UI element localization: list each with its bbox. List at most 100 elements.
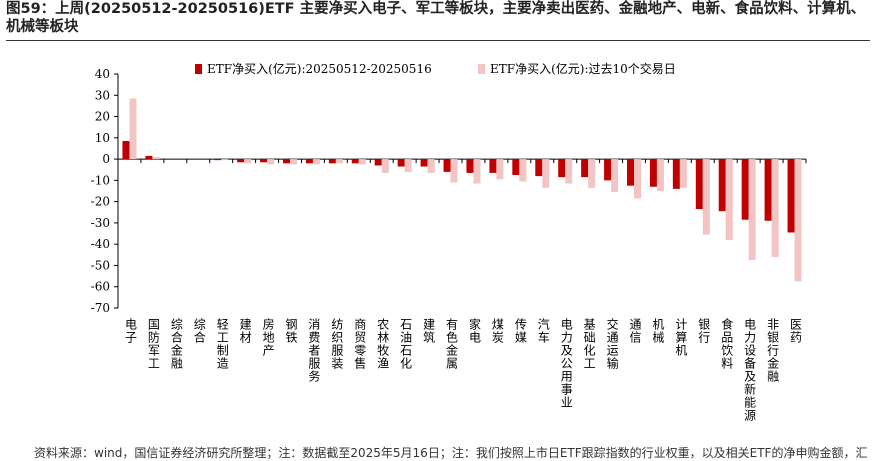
bar bbox=[374, 159, 382, 166]
bar bbox=[748, 159, 756, 261]
y-tick-label: -20 bbox=[91, 195, 110, 209]
bar bbox=[787, 159, 795, 233]
bar bbox=[672, 159, 680, 189]
bar bbox=[764, 159, 772, 221]
y-tick-label: 20 bbox=[95, 110, 110, 124]
x-tick-label: 家电 bbox=[467, 317, 481, 344]
x-tick-label: 非银行金融 bbox=[766, 318, 780, 383]
bar bbox=[702, 159, 710, 235]
bar bbox=[312, 159, 320, 165]
bar bbox=[397, 159, 405, 167]
x-tick-label: 钢铁 bbox=[284, 318, 298, 344]
y-tick-label: -30 bbox=[91, 216, 110, 230]
x-tick-label: 电力设备及新能源 bbox=[743, 318, 757, 422]
bar bbox=[725, 159, 733, 240]
x-tick-label: 机械 bbox=[651, 318, 665, 344]
bar bbox=[381, 159, 389, 173]
bar bbox=[260, 159, 268, 163]
legend-swatch bbox=[195, 64, 202, 74]
bar bbox=[122, 141, 130, 160]
bar bbox=[489, 159, 497, 173]
bar bbox=[558, 159, 566, 178]
x-tick-label: 有色金属 bbox=[445, 318, 459, 370]
x-tick-label: 建筑 bbox=[422, 318, 436, 344]
bar bbox=[237, 159, 245, 163]
bar bbox=[604, 159, 612, 181]
bar bbox=[565, 159, 573, 184]
y-tick-label: 40 bbox=[95, 67, 110, 81]
bar bbox=[145, 155, 153, 160]
y-tick-label: -70 bbox=[91, 301, 110, 315]
bar bbox=[588, 159, 596, 188]
y-tick-label: 10 bbox=[95, 131, 110, 145]
bar bbox=[679, 159, 687, 188]
legend-swatch bbox=[478, 64, 485, 74]
legend-label: ETF净买入(亿元):20250512-20250516 bbox=[207, 61, 432, 76]
source-note: 资料来源：wind，国信证券经济研究所整理；注：数据截至2025年5月16日；注… bbox=[34, 446, 868, 460]
bar bbox=[473, 159, 481, 184]
bar bbox=[420, 159, 428, 167]
x-tick-label: 基础化工 bbox=[582, 318, 596, 370]
bar bbox=[358, 159, 366, 165]
y-tick-label: 0 bbox=[102, 152, 110, 166]
x-tick-label: 传媒 bbox=[513, 317, 527, 344]
x-tick-label: 综合 bbox=[192, 318, 206, 344]
x-tick-label: 房地产 bbox=[261, 317, 275, 357]
bar bbox=[283, 159, 290, 164]
bar bbox=[335, 159, 343, 164]
x-tick-label: 石油石化 bbox=[399, 318, 413, 370]
x-tick-label: 电力及公用事业 bbox=[559, 318, 573, 409]
x-tick-label: 煤炭 bbox=[490, 318, 504, 344]
bar bbox=[427, 159, 435, 173]
bar bbox=[267, 159, 275, 165]
y-tick-label: 30 bbox=[95, 88, 110, 102]
x-tick-label: 商贸零售 bbox=[353, 317, 367, 370]
bar bbox=[496, 159, 504, 180]
bar bbox=[771, 159, 779, 257]
x-tick-label: 计算机 bbox=[674, 318, 688, 357]
bar bbox=[450, 159, 458, 183]
bar bbox=[129, 98, 137, 160]
bar bbox=[519, 159, 527, 182]
bar bbox=[512, 159, 520, 176]
bar bbox=[794, 159, 802, 282]
chart-title: 图59：上周(20250512-20250516)ETF 主要净买入电子、军工等… bbox=[6, 1, 866, 35]
bar bbox=[581, 159, 589, 178]
bar bbox=[695, 159, 703, 210]
y-tick-label: -40 bbox=[91, 237, 110, 251]
x-tick-label: 轻工制造 bbox=[215, 318, 229, 370]
x-tick-label: 交通运输 bbox=[605, 317, 619, 370]
bar bbox=[627, 159, 634, 186]
x-tick-label: 农林牧渔 bbox=[376, 318, 390, 370]
title-rule bbox=[6, 40, 870, 41]
x-tick-label: 医药 bbox=[789, 318, 803, 344]
x-tick-label: 食品饮料 bbox=[720, 317, 734, 370]
bar bbox=[152, 156, 160, 160]
bar bbox=[244, 159, 252, 164]
bar bbox=[305, 159, 313, 164]
x-tick-label: 综合金融 bbox=[169, 318, 183, 370]
bar bbox=[466, 159, 474, 173]
bar bbox=[221, 159, 229, 161]
bar bbox=[535, 159, 543, 177]
bar bbox=[290, 159, 297, 165]
x-tick-label: 汽车 bbox=[536, 317, 550, 344]
bar bbox=[656, 159, 664, 191]
bar bbox=[404, 159, 412, 172]
y-tick-label: -10 bbox=[91, 173, 110, 187]
x-tick-label: 纺织服装 bbox=[330, 318, 344, 370]
bar bbox=[649, 159, 657, 187]
bar bbox=[718, 159, 726, 212]
bar bbox=[351, 159, 359, 164]
x-tick-label: 银行 bbox=[697, 318, 711, 344]
bar bbox=[443, 159, 451, 172]
x-tick-label: 电子 bbox=[123, 318, 137, 344]
legend-label: ETF净买入(亿元):过去10个交易日 bbox=[490, 61, 676, 76]
x-tick-label: 通信 bbox=[628, 318, 642, 344]
x-tick-label: 消费者服务 bbox=[307, 318, 321, 383]
bar bbox=[542, 159, 550, 188]
y-tick-label: -60 bbox=[91, 280, 110, 294]
x-tick-label: 国防军工 bbox=[146, 318, 160, 370]
bar bbox=[634, 159, 641, 199]
